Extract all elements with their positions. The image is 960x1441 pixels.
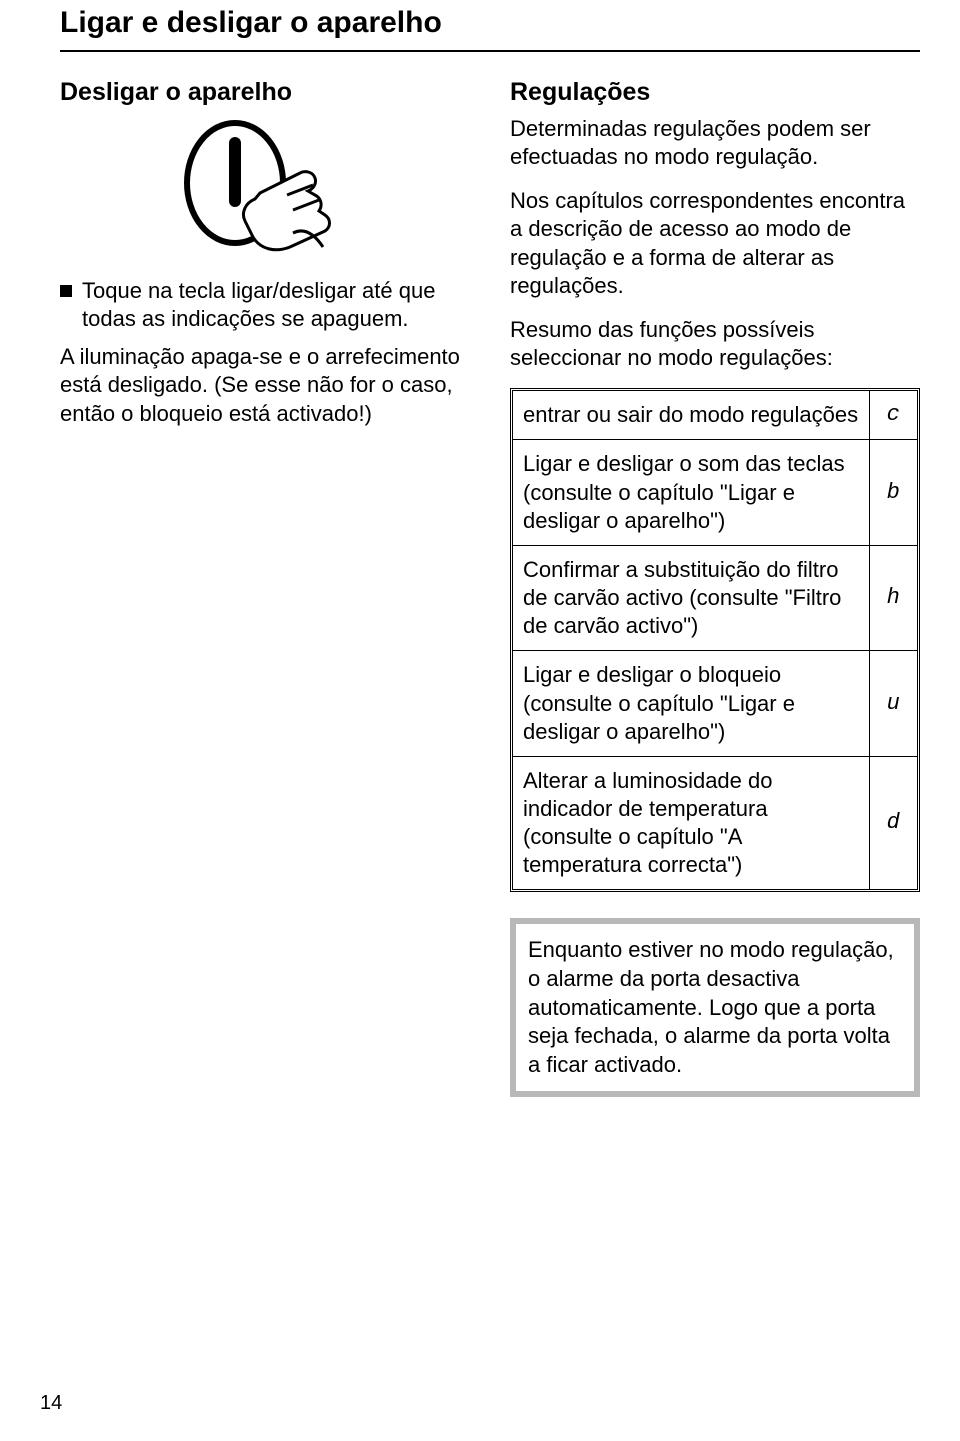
right-paragraph-2: Nos capítulos correspondentes encontra a… bbox=[510, 187, 920, 300]
function-symbol: b bbox=[869, 440, 917, 545]
page-number: 14 bbox=[40, 1392, 62, 1415]
left-paragraph-1: A iluminação apaga-se e o arrefecimento … bbox=[60, 343, 470, 427]
content-columns: Desligar o aparelho Toque bbox=[60, 78, 920, 1097]
header-bar: Ligar e desligar o aparelho bbox=[60, 0, 920, 52]
function-symbol: h bbox=[869, 545, 917, 650]
function-desc: Confirmar a substituição do filtro de ca… bbox=[513, 545, 869, 650]
function-symbol: u bbox=[869, 651, 917, 756]
bullet-text: Toque na tecla ligar/desligar até que to… bbox=[82, 277, 470, 333]
bullet-item: Toque na tecla ligar/desligar até que to… bbox=[60, 277, 470, 333]
square-bullet-icon bbox=[60, 285, 72, 297]
function-symbol: d bbox=[869, 756, 917, 889]
note-box: Enquanto estiver no modo regulação, o al… bbox=[510, 918, 920, 1097]
function-symbol: c bbox=[869, 391, 917, 440]
table-row: Alterar a luminosidade do indicador de t… bbox=[513, 756, 917, 889]
right-paragraph-3: Resumo das funções possíveis seleccionar… bbox=[510, 316, 920, 372]
table-row: Ligar e desligar o som das teclas (consu… bbox=[513, 440, 917, 545]
left-column: Desligar o aparelho Toque bbox=[60, 78, 470, 1097]
functions-table: entrar ou sair do modo regulações c Liga… bbox=[510, 388, 920, 892]
right-paragraph-1: Determinadas regulações podem ser efectu… bbox=[510, 115, 920, 171]
function-desc: Ligar e desligar o som das teclas (consu… bbox=[513, 440, 869, 545]
function-desc: entrar ou sair do modo regulações bbox=[513, 391, 869, 440]
function-desc: Alterar a luminosidade do indicador de t… bbox=[513, 756, 869, 889]
right-heading: Regulações bbox=[510, 78, 920, 107]
hand-press-icon bbox=[165, 115, 365, 255]
table-row: entrar ou sair do modo regulações c bbox=[513, 391, 917, 440]
table-row: Confirmar a substituição do filtro de ca… bbox=[513, 545, 917, 650]
function-desc: Ligar e desligar o bloqueio (consulte o … bbox=[513, 651, 869, 756]
right-column: Regulações Determinadas regulações podem… bbox=[510, 78, 920, 1097]
left-heading: Desligar o aparelho bbox=[60, 78, 470, 107]
table-row: Ligar e desligar o bloqueio (consulte o … bbox=[513, 651, 917, 756]
power-button-illustration bbox=[60, 115, 470, 255]
page-title: Ligar e desligar o aparelho bbox=[60, 6, 920, 40]
